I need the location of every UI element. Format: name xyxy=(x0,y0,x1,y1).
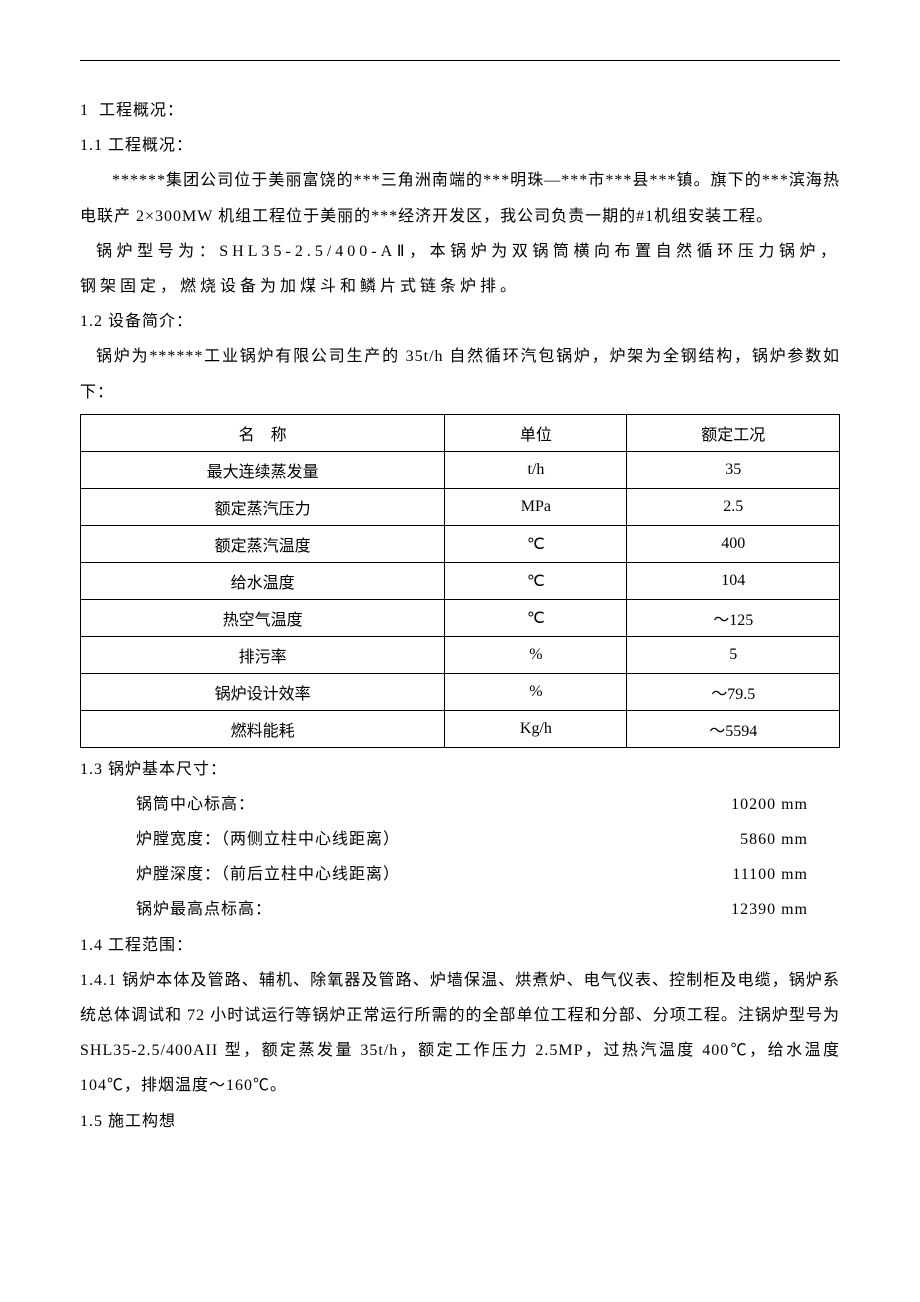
dimension-label: 炉膛深度：（前后立柱中心线距离） xyxy=(136,857,400,892)
table-cell-value: ～79.5 xyxy=(627,673,840,710)
dimension-row: 炉膛深度：（前后立柱中心线距离） 11100 mm xyxy=(80,857,840,892)
table-row: 最大连续蒸发量 t/h 35 xyxy=(81,451,840,488)
table-row: 燃料能耗 Kg/h ～5594 xyxy=(81,710,840,747)
heading-1-4-title: 工程范围： xyxy=(108,937,193,954)
table-row: 排污率 % 5 xyxy=(81,636,840,673)
table-cell-unit: % xyxy=(445,673,627,710)
dimension-row: 锅筒中心标高： 10200 mm xyxy=(80,787,840,822)
table-cell-value: 400 xyxy=(627,525,840,562)
dimension-label: 炉膛宽度：（两侧立柱中心线距离） xyxy=(136,822,400,857)
table-cell-name: 排污率 xyxy=(81,636,445,673)
table-row: 额定蒸汽压力 MPa 2.5 xyxy=(81,488,840,525)
table-cell-value: 5 xyxy=(627,636,840,673)
heading-1-3-title: 锅炉基本尺寸： xyxy=(108,761,227,778)
heading-1-2-num: 1.2 xyxy=(80,313,103,330)
paragraph-2: 锅炉型号为：SHL35-2.5/400-AⅡ，本锅炉为双锅筒横向布置自然循环压力… xyxy=(80,234,840,304)
table-cell-value: 104 xyxy=(627,562,840,599)
paragraph-3: 锅炉为******工业锅炉有限公司生产的 35t/h 自然循环汽包锅炉，炉架为全… xyxy=(80,339,840,409)
table-cell-name: 最大连续蒸发量 xyxy=(81,451,445,488)
table-header-cond: 额定工况 xyxy=(627,414,840,451)
table-row: 热空气温度 ℃ ～125 xyxy=(81,599,840,636)
table-cell-value: 2.5 xyxy=(627,488,840,525)
table-cell-name: 给水温度 xyxy=(81,562,445,599)
heading-1-5-num: 1.5 xyxy=(80,1113,103,1130)
table-cell-unit: Kg/h xyxy=(445,710,627,747)
heading-1-1-num: 1.1 xyxy=(80,137,103,154)
table-cell-unit: MPa xyxy=(445,488,627,525)
table-header-name: 名 称 xyxy=(81,414,445,451)
dimension-row: 炉膛宽度：（两侧立柱中心线距离） 5860 mm xyxy=(80,822,840,857)
header-rule xyxy=(80,60,840,61)
dimension-value: 5860 mm xyxy=(740,822,808,857)
table-cell-unit: % xyxy=(445,636,627,673)
heading-1-1-title: 工程概况： xyxy=(108,137,193,154)
heading-1-4-1-num: 1.4.1 xyxy=(80,972,117,989)
heading-1-3: 1.3 锅炉基本尺寸： xyxy=(80,752,840,787)
heading-1-2: 1.2 设备简介： xyxy=(80,304,840,339)
dimension-value: 10200 mm xyxy=(731,787,808,822)
heading-1-5: 1.5 施工构想 xyxy=(80,1104,840,1139)
heading-1: 1 工程概况： xyxy=(80,93,840,128)
table-cell-value: 35 xyxy=(627,451,840,488)
heading-1-num: 1 xyxy=(80,102,89,119)
table-cell-value: ～125 xyxy=(627,599,840,636)
table-cell-unit: ℃ xyxy=(445,599,627,636)
spec-table: 名 称 单位 额定工况 最大连续蒸发量 t/h 35 额定蒸汽压力 MPa 2.… xyxy=(80,414,840,748)
table-row: 给水温度 ℃ 104 xyxy=(81,562,840,599)
table-cell-unit: ℃ xyxy=(445,562,627,599)
dimension-label: 锅炉最高点标高： xyxy=(136,892,272,927)
table-cell-name: 额定蒸汽温度 xyxy=(81,525,445,562)
table-row: 额定蒸汽温度 ℃ 400 xyxy=(81,525,840,562)
heading-1-4: 1.4 工程范围： xyxy=(80,928,840,963)
table-cell-unit: t/h xyxy=(445,451,627,488)
heading-1-3-num: 1.3 xyxy=(80,761,103,778)
dimension-label: 锅筒中心标高： xyxy=(136,787,255,822)
heading-1-4-num: 1.4 xyxy=(80,937,103,954)
heading-1-2-title: 设备简介： xyxy=(108,313,193,330)
table-cell-unit: ℃ xyxy=(445,525,627,562)
dimension-value: 11100 mm xyxy=(732,857,808,892)
heading-1-5-title: 施工构想 xyxy=(108,1113,176,1130)
heading-1-title: 工程概况： xyxy=(99,102,184,119)
table-cell-name: 热空气温度 xyxy=(81,599,445,636)
table-row: 锅炉设计效率 % ～79.5 xyxy=(81,673,840,710)
dimension-value: 12390 mm xyxy=(731,892,808,927)
heading-1-1: 1.1 工程概况： xyxy=(80,128,840,163)
table-cell-value: ～5594 xyxy=(627,710,840,747)
table-cell-name: 锅炉设计效率 xyxy=(81,673,445,710)
paragraph-1: ******集团公司位于美丽富饶的***三角洲南端的***明珠—***市***县… xyxy=(80,163,840,233)
table-header-unit: 单位 xyxy=(445,414,627,451)
table-header-name-b: 称 xyxy=(271,427,287,444)
table-cell-name: 额定蒸汽压力 xyxy=(81,488,445,525)
table-cell-name: 燃料能耗 xyxy=(81,710,445,747)
dimension-row: 锅炉最高点标高： 12390 mm xyxy=(80,892,840,927)
table-header-row: 名 称 单位 额定工况 xyxy=(81,414,840,451)
paragraph-4: 1.4.1 锅炉本体及管路、辅机、除氧器及管路、炉墙保温、烘煮炉、电气仪表、控制… xyxy=(80,963,840,1104)
paragraph-4-body: 锅炉本体及管路、辅机、除氧器及管路、炉墙保温、烘煮炉、电气仪表、控制柜及电缆，锅… xyxy=(80,972,840,1095)
table-header-name-a: 名 xyxy=(239,427,255,444)
